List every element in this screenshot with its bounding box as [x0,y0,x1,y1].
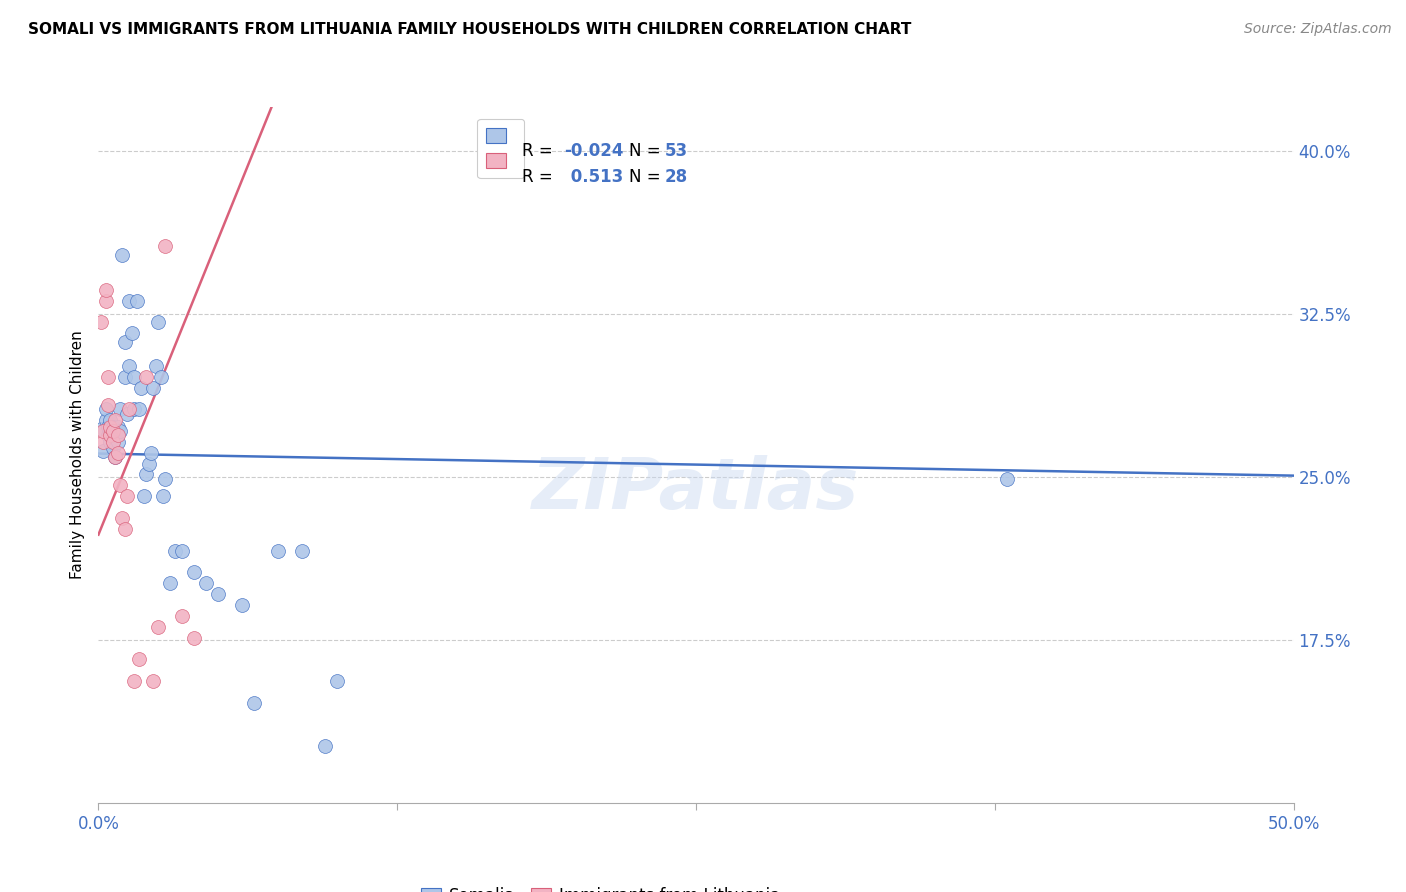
Point [124,402,146,417]
Point [145,359,167,373]
Point [97,428,120,442]
Text: 28: 28 [665,169,688,186]
Point [326,674,349,689]
Point [135,369,157,384]
Point [98,424,122,438]
Text: 0.513: 0.513 [564,169,623,186]
Text: R =: R = [523,142,558,160]
Point [149,369,172,384]
Y-axis label: Family Households with Children: Family Households with Children [70,331,86,579]
Point [124,674,146,689]
Point [131,380,153,394]
Point [107,419,129,434]
Point [97,369,120,384]
Text: 53: 53 [665,142,688,160]
Point [101,419,124,434]
Point [94,293,117,308]
Legend: Somalis, Immigrants from Lithuania: Somalis, Immigrants from Lithuania [413,880,787,892]
Point [111,511,134,525]
Point [148,315,170,329]
Point [94,283,117,297]
Point [90,422,112,436]
Point [291,543,314,558]
Point [94,413,117,427]
Point [125,293,148,308]
Point [94,402,117,417]
Point [115,407,138,421]
Point [104,450,127,464]
Point [163,543,186,558]
Point [98,413,122,427]
Point [148,620,170,634]
Text: N =: N = [630,169,666,186]
Point [315,739,337,754]
Point [104,413,127,427]
Point [128,402,150,417]
Point [139,446,162,460]
Point [101,434,124,449]
Point [155,472,177,486]
Point [155,239,177,253]
Point [152,489,174,503]
Text: -0.024: -0.024 [564,142,624,160]
Point [207,587,229,601]
Point [135,467,157,482]
Point [142,674,165,689]
Text: SOMALI VS IMMIGRANTS FROM LITHUANIA FAMILY HOUSEHOLDS WITH CHILDREN CORRELATION : SOMALI VS IMMIGRANTS FROM LITHUANIA FAMI… [28,22,911,37]
Point [101,428,124,442]
Point [107,434,129,449]
Point [243,696,266,710]
Text: N =: N = [630,142,666,160]
Point [118,293,141,308]
Point [128,652,150,666]
Point [118,402,141,417]
Point [172,543,194,558]
Point [101,442,124,456]
Point [104,428,127,442]
Point [98,419,122,434]
Point [98,428,122,442]
Point [91,434,114,449]
Point [183,566,205,580]
Point [114,522,136,536]
Point [108,478,131,492]
Point [114,334,136,349]
Point [114,369,136,384]
Point [91,424,114,438]
Point [124,369,146,384]
Point [108,402,131,417]
Point [115,489,138,503]
Point [107,428,129,442]
Point [118,359,141,373]
Text: ZIPatlas: ZIPatlas [533,455,859,524]
Point [104,450,127,464]
Point [97,419,120,434]
Point [98,434,122,449]
Point [97,398,120,412]
Point [101,424,124,438]
Point [91,443,114,458]
Point [183,631,205,645]
Text: Source: ZipAtlas.com: Source: ZipAtlas.com [1244,22,1392,37]
Point [108,424,131,438]
Point [142,380,165,394]
Point [267,543,290,558]
Text: R =: R = [523,169,558,186]
Point [90,315,112,329]
Point [111,248,134,262]
Point [138,457,160,471]
Point [231,598,253,612]
Point [194,576,218,591]
Point [121,326,143,340]
Point [107,446,129,460]
Point [159,576,181,591]
Point [995,472,1018,486]
Point [172,608,194,623]
Point [132,489,155,503]
